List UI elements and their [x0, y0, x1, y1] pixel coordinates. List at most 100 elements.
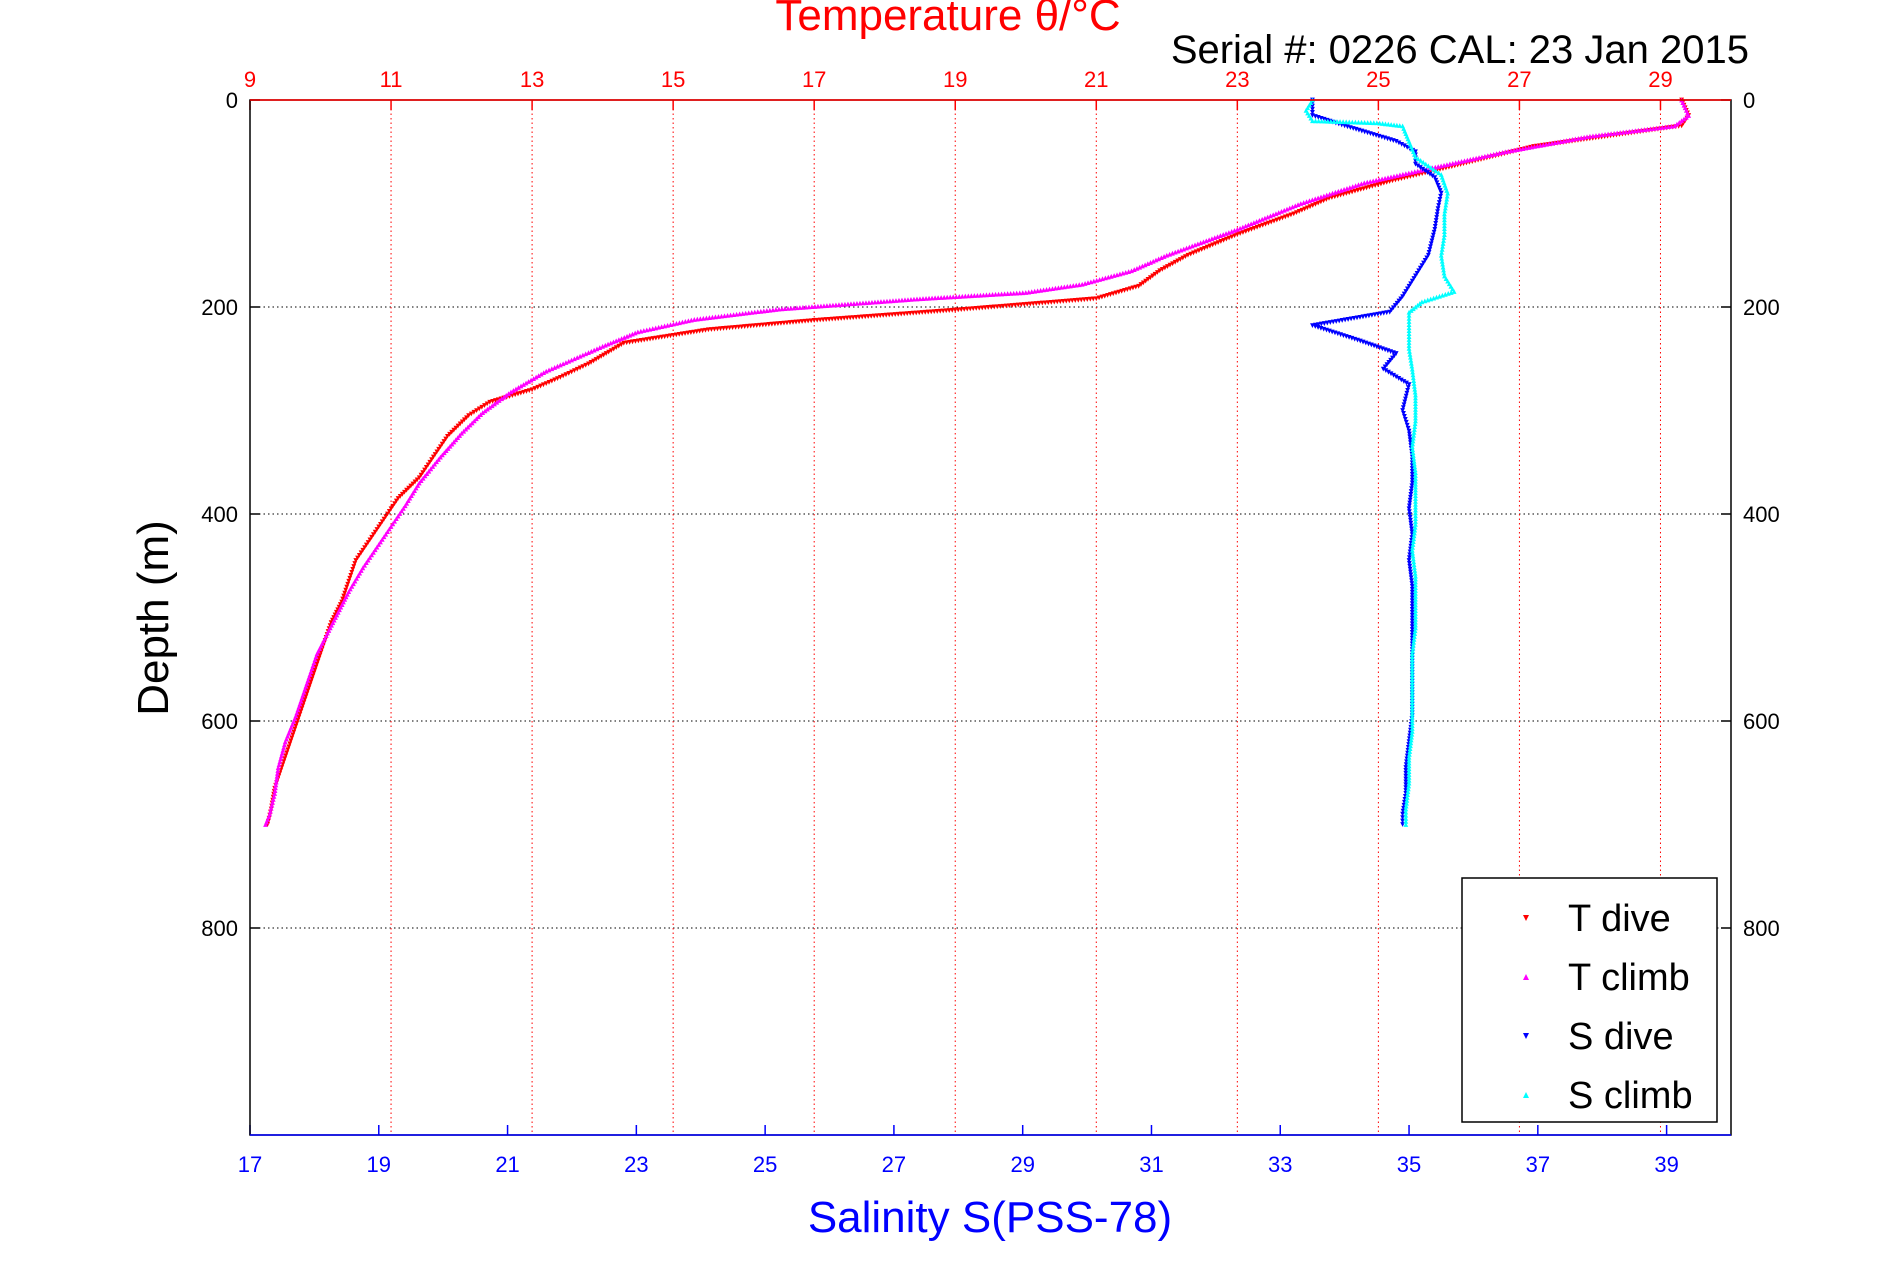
- data-point: [371, 549, 376, 555]
- data-point: [1413, 406, 1418, 412]
- data-point: [806, 304, 812, 310]
- data-point: [1638, 127, 1644, 133]
- data-point: [1407, 552, 1413, 558]
- data-point: [1257, 217, 1262, 223]
- data-point: [474, 408, 479, 414]
- data-point: [586, 350, 591, 355]
- data-point: [1404, 422, 1410, 428]
- data-point: [608, 348, 614, 354]
- data-point: [588, 360, 594, 365]
- data-point: [1437, 188, 1443, 193]
- data-point: [378, 539, 383, 545]
- data-point: [272, 791, 278, 796]
- data-point: [1442, 205, 1448, 211]
- data-point: [1281, 207, 1287, 213]
- data-point: [1105, 274, 1111, 280]
- data-point: [552, 377, 558, 383]
- data-point: [1413, 573, 1418, 579]
- data-point: [1177, 257, 1183, 262]
- data-point: [1602, 131, 1608, 137]
- data-point: [890, 298, 896, 304]
- data-point: [597, 345, 603, 350]
- data-point: [1406, 319, 1412, 324]
- x-bottom-tick-label: 21: [495, 1152, 519, 1177]
- data-point: [1014, 290, 1020, 296]
- data-point: [1415, 163, 1421, 169]
- data-point: [439, 452, 445, 458]
- data-point: [1044, 287, 1049, 292]
- data-point: [999, 291, 1004, 297]
- data-point: [619, 336, 625, 341]
- data-point: [367, 537, 373, 543]
- data-point: [348, 572, 354, 578]
- data-point: [494, 399, 500, 405]
- data-point: [731, 312, 736, 318]
- data-point: [302, 697, 308, 702]
- data-point: [1430, 235, 1436, 241]
- x-bottom-tick-label: 29: [1010, 1152, 1034, 1177]
- data-point: [282, 739, 288, 745]
- data-point: [1681, 116, 1687, 122]
- y-left-tick-label: 200: [201, 295, 238, 320]
- data-point: [1440, 264, 1446, 270]
- data-point: [588, 348, 594, 354]
- data-point: [1150, 258, 1156, 264]
- data-point: [611, 339, 616, 345]
- data-point: [1413, 404, 1418, 409]
- data-point: [1411, 536, 1417, 542]
- data-point: [1578, 135, 1584, 141]
- data-point: [1416, 268, 1422, 274]
- data-point: [1410, 375, 1416, 381]
- data-point: [1058, 284, 1064, 290]
- data-point: [621, 335, 627, 340]
- data-point: [764, 308, 770, 313]
- x-top-tick-label: 21: [1084, 67, 1108, 92]
- data-point: [1403, 393, 1409, 399]
- data-point: [1382, 175, 1388, 181]
- data-point: [1157, 268, 1163, 274]
- data-point: [395, 513, 401, 519]
- data-point: [1195, 241, 1201, 247]
- data-point: [809, 304, 815, 310]
- data-point: [1409, 477, 1415, 483]
- data-point: [1429, 173, 1435, 179]
- data-point: [1412, 424, 1418, 429]
- data-point: [815, 303, 821, 309]
- data-point: [1220, 232, 1226, 237]
- data-point: [310, 673, 316, 679]
- data-point: [1435, 206, 1441, 212]
- data-point: [577, 365, 583, 371]
- data-point: [540, 382, 546, 388]
- data-point: [489, 403, 495, 409]
- data-point: [538, 371, 544, 377]
- data-point: [1368, 120, 1374, 125]
- data-point: [1479, 154, 1485, 160]
- data-point: [1409, 584, 1415, 589]
- data-point: [1413, 611, 1418, 616]
- data-point: [436, 446, 442, 452]
- data-point: [1442, 291, 1448, 297]
- data-point: [1409, 731, 1415, 737]
- data-point: [1406, 331, 1412, 337]
- data-point: [1406, 382, 1412, 388]
- data-point: [1412, 386, 1418, 392]
- data-point: [1410, 438, 1416, 444]
- data-point: [866, 300, 872, 305]
- data-point: [580, 352, 586, 358]
- data-point: [722, 313, 727, 319]
- data-point: [1413, 582, 1418, 588]
- data-point: [1409, 723, 1415, 728]
- data-point: [1413, 418, 1418, 424]
- data-point: [1407, 431, 1412, 437]
- data-point: [277, 759, 283, 765]
- data-point: [984, 292, 989, 298]
- data-point: [794, 305, 800, 311]
- data-point: [1405, 286, 1410, 292]
- data-point: [1298, 201, 1304, 206]
- data-point: [869, 299, 875, 305]
- data-point: [1417, 301, 1423, 306]
- data-point: [1549, 140, 1555, 146]
- data-point: [725, 312, 730, 318]
- data-point: [557, 374, 563, 380]
- data-point: [1409, 705, 1415, 711]
